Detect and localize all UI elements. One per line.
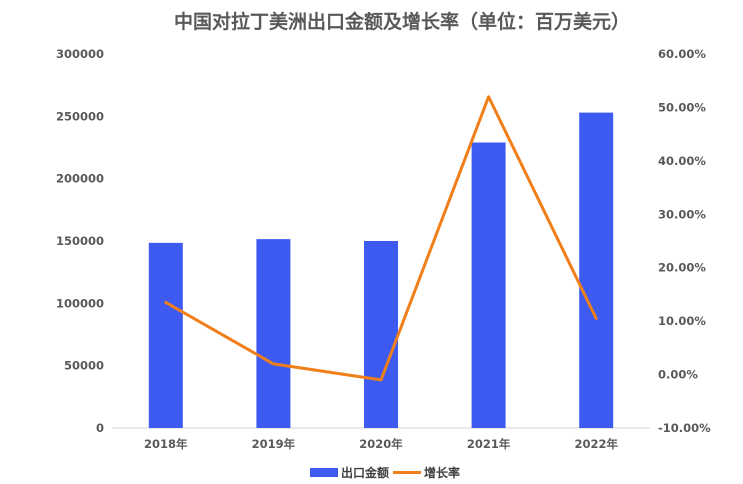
- left-axis-tick-label: 200000: [56, 172, 104, 186]
- legend-label-line: 增长率: [424, 465, 460, 480]
- legend-label-bar: 出口金额: [341, 465, 389, 480]
- bar-2018年: [148, 242, 183, 428]
- right-axis-tick-label: 10.00%: [658, 314, 706, 328]
- x-axis-tick-label: 2021年: [467, 437, 511, 451]
- left-axis-tick-label: 300000: [56, 47, 104, 61]
- bar-series: [148, 112, 614, 429]
- bar-2019年: [256, 239, 291, 428]
- x-axis-tick-label: 2019年: [252, 437, 296, 451]
- left-axis-tick-label: 150000: [56, 234, 104, 248]
- right-axis-tick-label: 50.00%: [658, 100, 706, 114]
- right-axis-tick-label: 40.00%: [658, 154, 706, 168]
- x-axis-tick-label: 2022年: [574, 437, 618, 451]
- bar-2021年: [471, 142, 506, 428]
- x-axis-tick-label: 2020年: [359, 437, 403, 451]
- right-axis-tick-label: 0.00%: [658, 368, 698, 382]
- left-axis-tick-label: 250000: [56, 109, 104, 123]
- left-axis-tick-label: 0: [96, 421, 104, 435]
- x-axis-tick-label: 2018年: [144, 437, 188, 451]
- right-axis-tick-label: 20.00%: [658, 261, 706, 275]
- left-axis-tick-label: 50000: [64, 359, 104, 373]
- right-y-axis: -10.00% 0.00% 10.00% 20.00% 30.00% 40.00% 50.0…: [658, 47, 711, 435]
- left-axis-tick-label: 100000: [56, 296, 104, 310]
- line-series: [164, 95, 598, 382]
- legend: 出口金额 增长率: [310, 465, 460, 480]
- bar-2022年: [579, 112, 614, 429]
- chart-title: 中国对拉丁美洲出口金额及增长率（单位：百万美元）: [174, 10, 630, 33]
- left-y-axis: 0 50000 100000 150000 200000 250000 300000: [56, 47, 104, 435]
- right-axis-tick-label: 30.00%: [658, 207, 706, 221]
- right-axis-tick-label: -10.00%: [658, 421, 711, 435]
- x-axis: 2018年 2019年 2020年 2021年 2022年: [112, 427, 650, 451]
- bar-2020年: [364, 241, 398, 428]
- legend-swatch-bar: [310, 468, 338, 477]
- right-axis-tick-label: 60.00%: [658, 47, 706, 61]
